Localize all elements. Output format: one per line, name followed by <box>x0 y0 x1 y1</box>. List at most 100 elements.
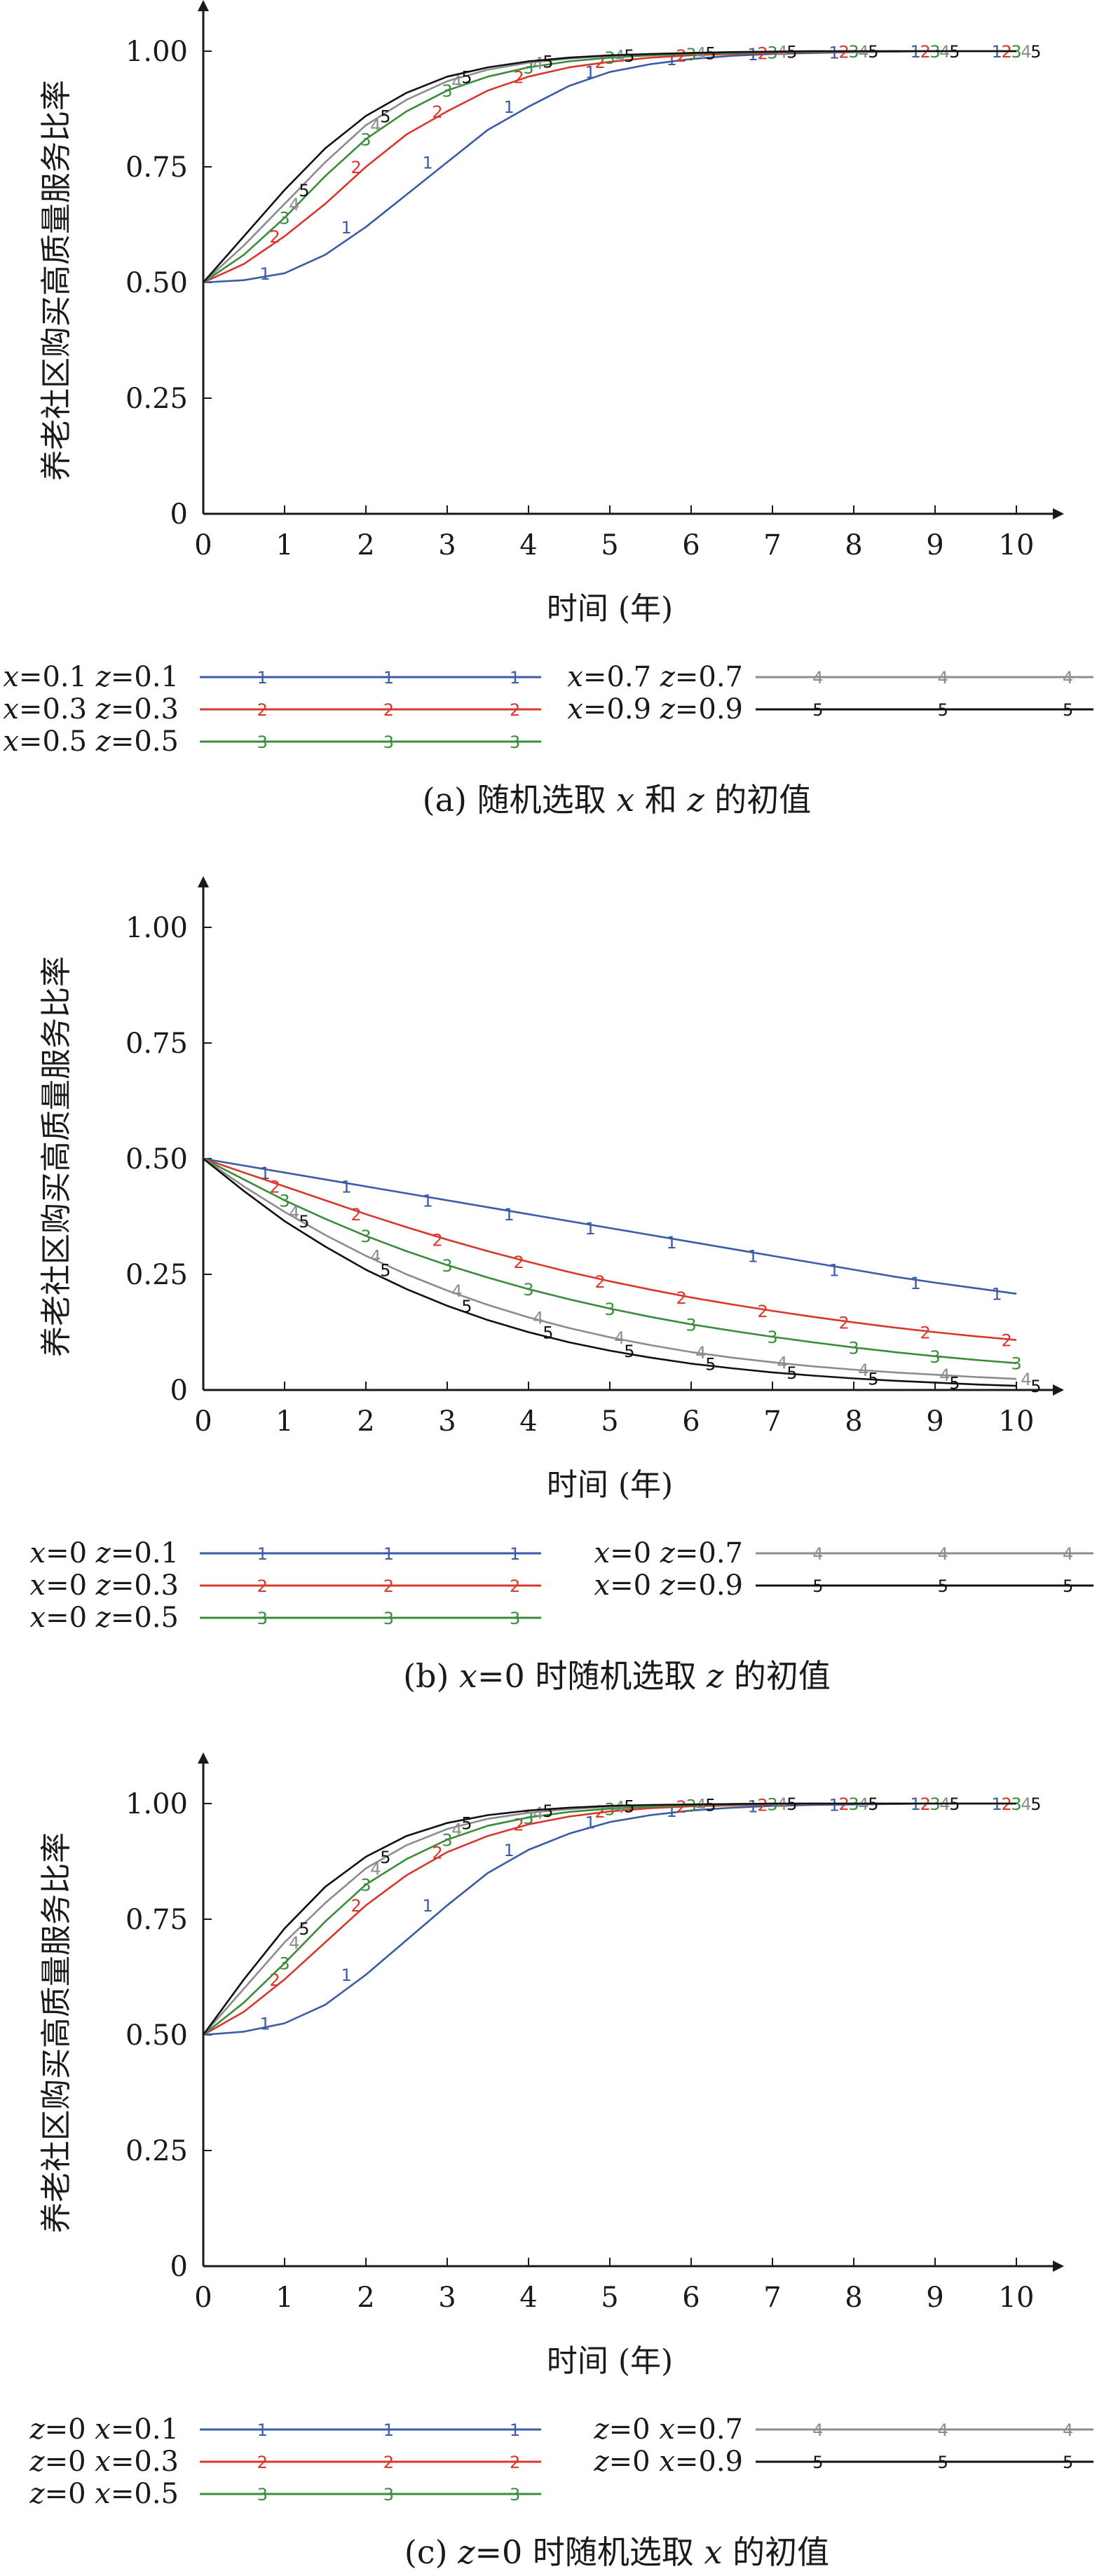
legend-marker: 4 <box>1063 2420 1073 2440</box>
series-marker-3: 3 <box>767 43 777 62</box>
series-marker-5: 5 <box>380 1848 390 1867</box>
series-marker-1: 1 <box>423 153 433 172</box>
legend-item-5: z=0 x=0.9 5 5 5 <box>594 2446 1093 2478</box>
legend-label: x=0.1 z=0.1 <box>3 661 179 693</box>
series-marker-3: 3 <box>360 1227 371 1246</box>
series-marker-2: 2 <box>350 158 361 177</box>
series-marker-4: 4 <box>289 195 299 214</box>
series-marker-3: 3 <box>523 1280 533 1300</box>
series-marker-1: 1 <box>585 63 596 83</box>
series-marker-4: 4 <box>533 1804 543 1823</box>
series-line-4 <box>203 1157 1017 1380</box>
series-marker-3: 3 <box>442 1256 452 1276</box>
series-marker-2: 2 <box>432 1843 442 1862</box>
series-marker-2: 2 <box>920 1323 930 1343</box>
series-marker-3: 3 <box>442 1830 452 1850</box>
x-tick-label: 8 <box>845 1405 862 1438</box>
series-marker-4: 4 <box>289 1933 299 1953</box>
x-tick-label: 5 <box>601 1405 618 1438</box>
legend-item-3: z=0 x=0.5 3 3 3 <box>29 2478 541 2510</box>
y-tick-label: 0.25 <box>125 1259 188 1291</box>
series-marker-5: 5 <box>543 1323 553 1343</box>
legend-marker: 1 <box>510 668 520 688</box>
y-tick-label: 1.00 <box>125 912 188 944</box>
series-marker-1: 1 <box>585 1219 596 1239</box>
series-line-3 <box>203 1157 1017 1364</box>
legend-label: x=0 z=0.1 <box>30 1537 179 1569</box>
series-marker-4: 4 <box>695 1343 706 1363</box>
legend-marker: 5 <box>1063 700 1073 720</box>
x-axis-title: 时间 (年) <box>547 2343 673 2379</box>
series-marker-2: 2 <box>350 1896 361 1916</box>
legend-item-5: x=0.9 z=0.9 5 5 5 <box>567 693 1093 725</box>
series-marker-2: 2 <box>838 1314 849 1333</box>
series-line-4 <box>203 1802 1016 2036</box>
series-marker-1: 1 <box>667 1233 677 1253</box>
legend-marker: 5 <box>812 2453 823 2472</box>
legend-marker: 2 <box>257 700 268 720</box>
series-marker-2: 2 <box>1001 1331 1011 1351</box>
series-marker-5: 5 <box>624 46 634 66</box>
x-tick-label: 10 <box>999 2282 1035 2314</box>
legend-marker: 3 <box>383 2485 394 2505</box>
series-marker-5: 5 <box>1030 1377 1041 1396</box>
series-line-2 <box>203 1802 1016 2036</box>
series-marker-3: 3 <box>604 1799 615 1819</box>
series-marker-2: 2 <box>432 1231 442 1250</box>
legend-marker: 1 <box>383 1544 394 1564</box>
legend-marker: 5 <box>1063 2453 1073 2472</box>
series-marker-5: 5 <box>380 1260 390 1280</box>
legend-marker: 5 <box>1063 1576 1073 1596</box>
legend-marker: 5 <box>938 700 948 720</box>
y-tick-label: 0.50 <box>125 2019 188 2052</box>
series-marker-4: 4 <box>289 1203 299 1222</box>
series-marker-1: 1 <box>341 218 352 238</box>
series-marker-2: 2 <box>513 1253 524 1272</box>
legend-item-2: z=0 x=0.3 2 2 2 <box>29 2446 541 2478</box>
legend-marker: 2 <box>510 2453 520 2472</box>
legend-marker: 4 <box>1063 1544 1073 1564</box>
series-marker-4: 4 <box>1021 42 1031 62</box>
x-tick-label: 10 <box>999 529 1035 561</box>
legend-label: x=0 z=0.5 <box>30 1602 179 1634</box>
legend-marker: 2 <box>383 1576 394 1596</box>
legend-label: x=0 z=0.7 <box>594 1537 743 1569</box>
series-marker-4: 4 <box>614 1798 625 1818</box>
series-marker-5: 5 <box>461 67 472 87</box>
legend-marker: 4 <box>812 1544 823 1564</box>
x-tick-label: 4 <box>519 2282 537 2314</box>
series-marker-5: 5 <box>299 181 309 200</box>
series-marker-5: 5 <box>543 1801 553 1821</box>
legend-marker: 4 <box>938 1544 948 1564</box>
series-marker-1: 1 <box>748 1247 758 1267</box>
series-marker-3: 3 <box>279 1954 289 1974</box>
y-tick-label: 0.75 <box>125 151 188 184</box>
legend-marker: 4 <box>812 668 823 688</box>
series-marker-3: 3 <box>279 1191 289 1211</box>
x-tick-label: 0 <box>194 2282 212 2314</box>
y-tick-label: 0.50 <box>125 1143 188 1175</box>
series-marker-5: 5 <box>624 1797 634 1816</box>
x-tick-label: 2 <box>357 2282 374 2314</box>
legend-item-1: x=0.1 z=0.1 1 1 1 <box>3 661 541 693</box>
x-tick-label: 5 <box>601 2282 618 2314</box>
y-tick-label: 0 <box>170 1375 188 1407</box>
series-marker-3: 3 <box>279 209 289 229</box>
legend-label: z=0 x=0.9 <box>594 2446 743 2478</box>
series-line-2 <box>203 1157 1017 1341</box>
legend-item-2: x=0 z=0.3 2 2 2 <box>30 1569 541 1602</box>
series-line-5 <box>202 1802 1016 2036</box>
legend-marker: 1 <box>510 1544 520 1564</box>
legend-marker: 2 <box>383 2453 394 2472</box>
legend-item-4: x=0.7 z=0.7 4 4 4 <box>567 661 1093 693</box>
legend-marker: 5 <box>938 1576 948 1596</box>
series-marker-1: 1 <box>585 1813 596 1832</box>
legend-label: x=0.3 z=0.3 <box>3 693 179 725</box>
series-marker-1: 1 <box>260 2015 271 2034</box>
legend-marker: 3 <box>257 732 268 752</box>
series-marker-1: 1 <box>504 1205 514 1225</box>
series-marker-2: 2 <box>594 1272 605 1292</box>
legend-item-2: x=0.3 z=0.3 2 2 2 <box>3 693 541 725</box>
series-line-1 <box>203 1802 1016 2036</box>
